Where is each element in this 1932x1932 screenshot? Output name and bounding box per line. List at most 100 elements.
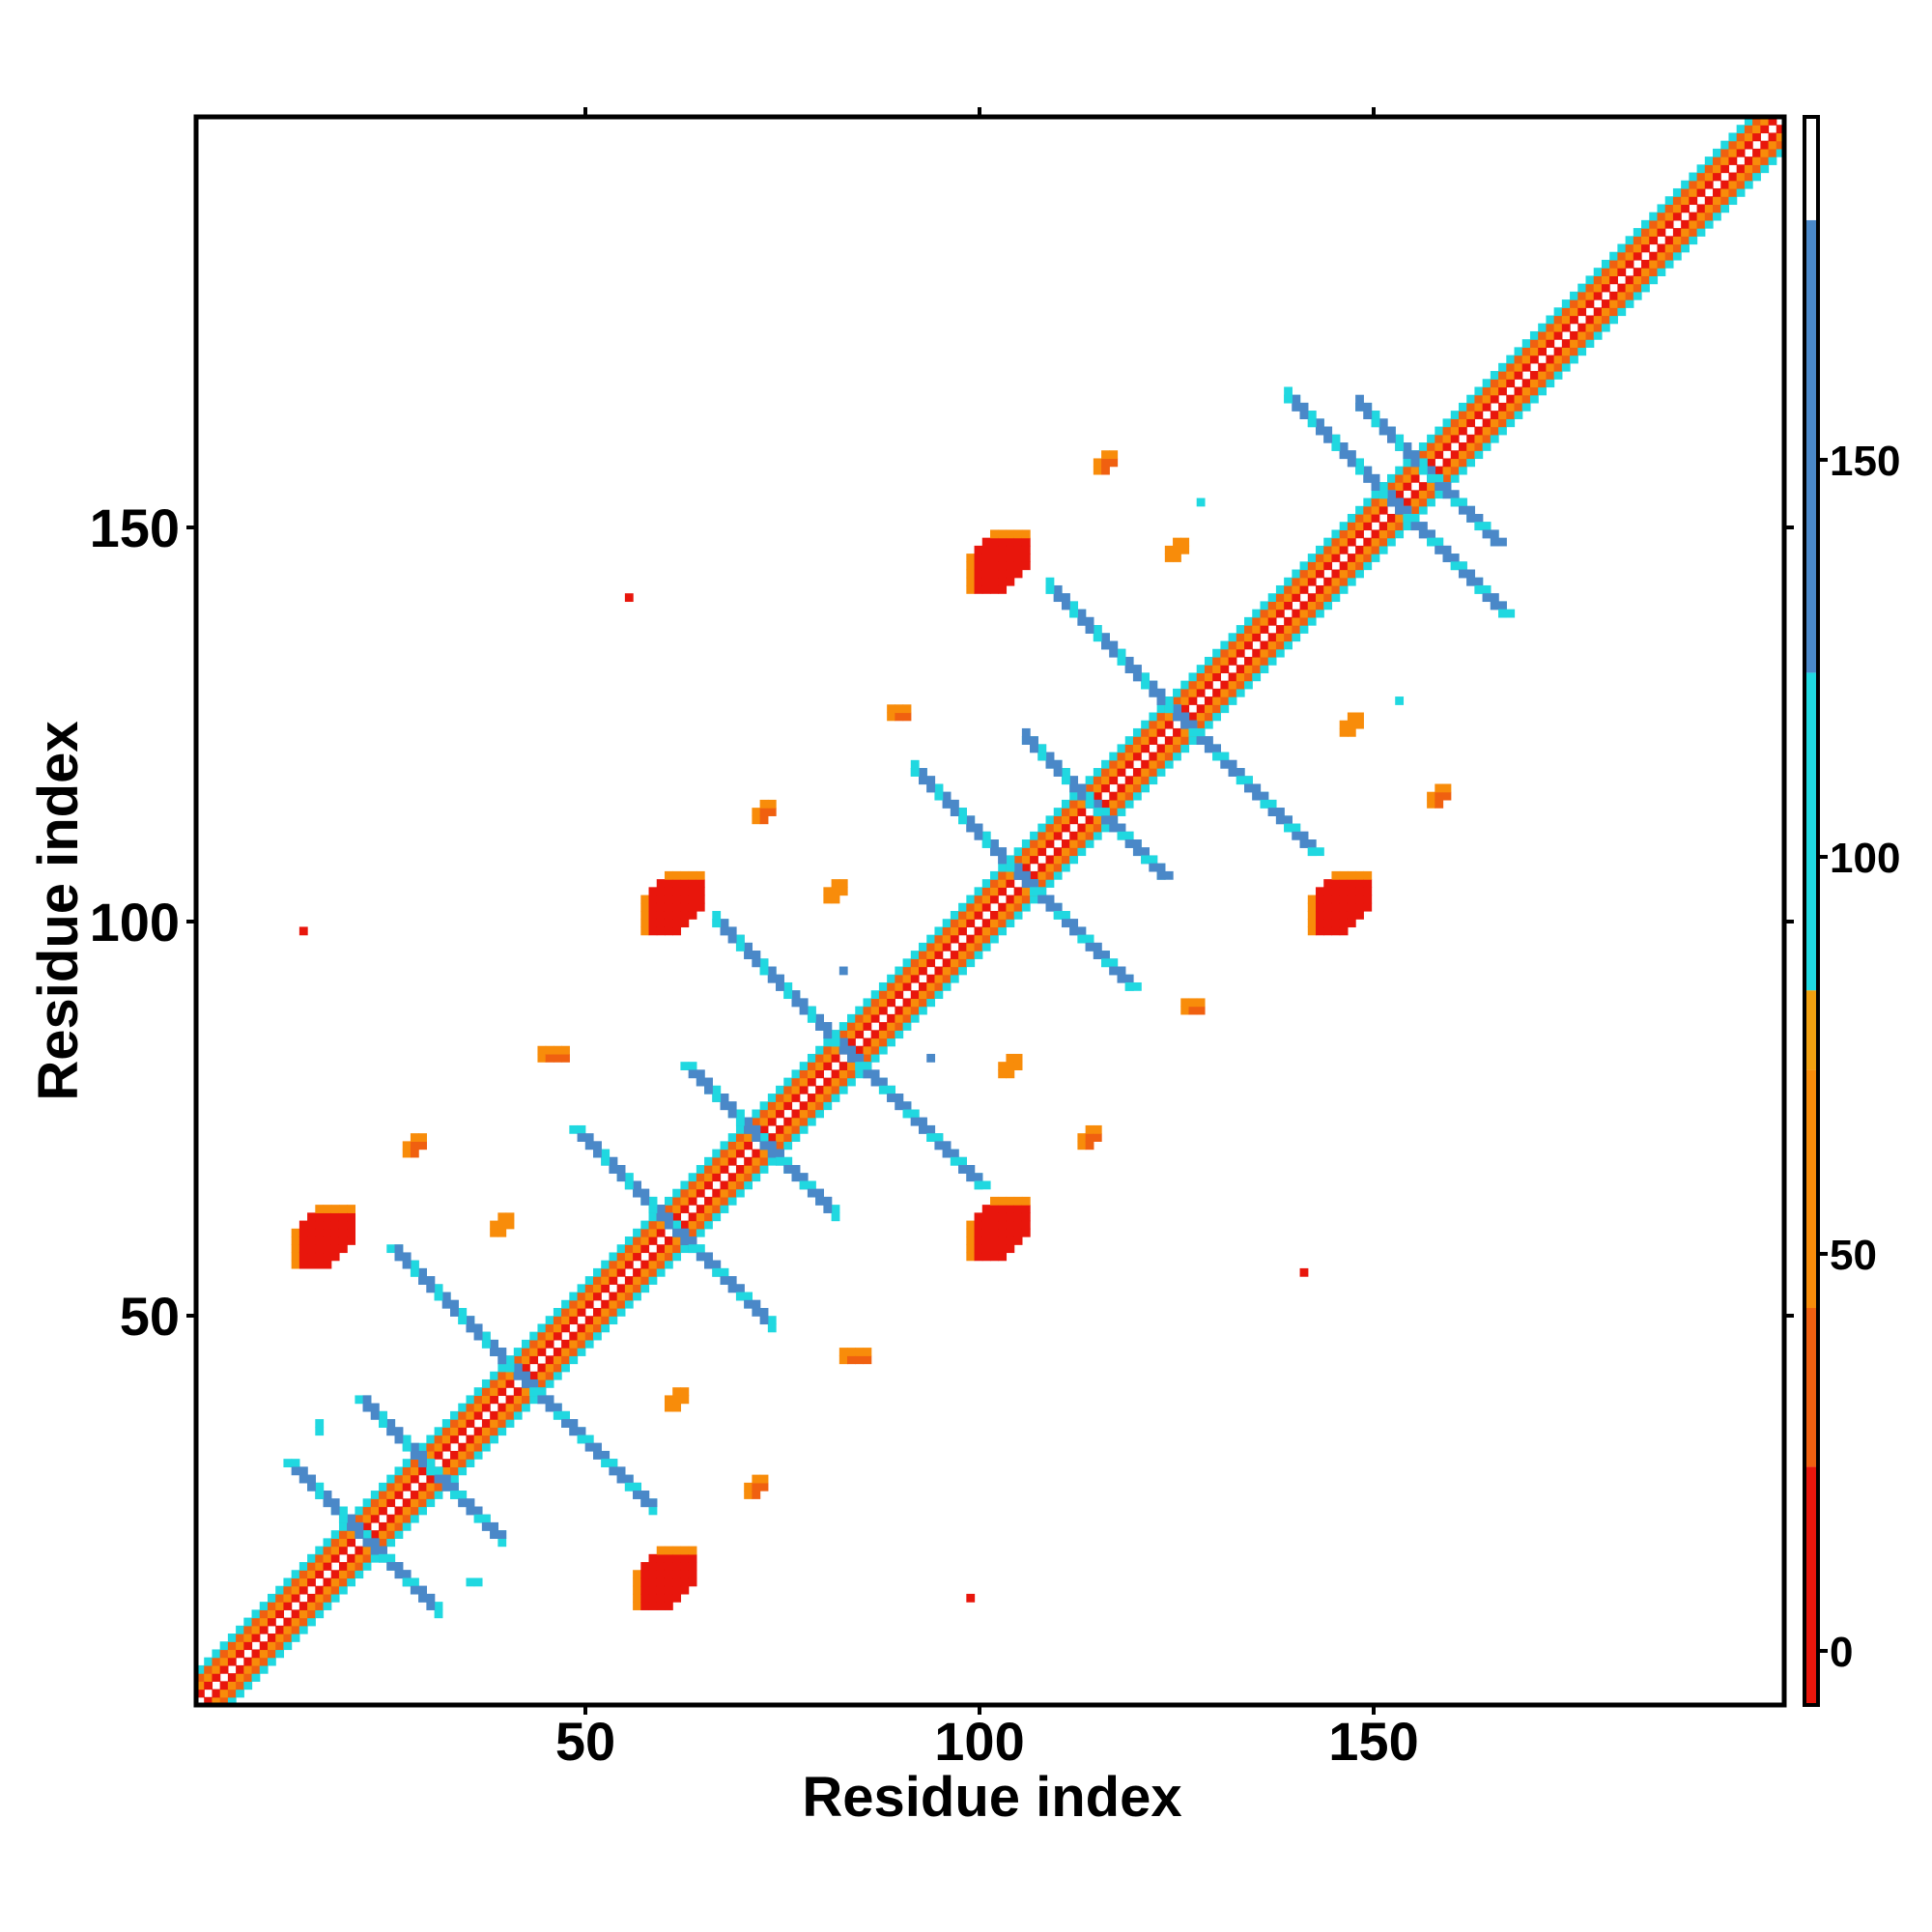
diagonal-cell <box>553 1331 562 1341</box>
diagonal-cell <box>878 1030 888 1039</box>
diagonal-cell <box>1681 236 1690 245</box>
diagonal-cell <box>283 1593 293 1603</box>
contact-cell <box>838 966 848 976</box>
contact-cell <box>640 1577 650 1587</box>
diagonal-cell <box>910 1006 920 1015</box>
diagonal-cell <box>259 1625 269 1634</box>
diagonal-cell <box>394 1506 404 1516</box>
diagonal-cell <box>950 958 959 968</box>
sheet-cell <box>981 839 991 848</box>
sheet-cell <box>680 1236 690 1245</box>
diagonal-cell <box>656 1244 666 1254</box>
diagonal-cell <box>1188 680 1198 690</box>
diagonal-cell <box>1529 371 1539 380</box>
diagonal-cell <box>672 1188 682 1198</box>
diagonal-cell <box>1141 744 1150 753</box>
sheet-cell <box>402 1260 412 1269</box>
diagonal-cell <box>537 1371 547 1380</box>
diagonal-cell <box>895 981 904 991</box>
diagonal-cell <box>1617 283 1627 293</box>
sheet-cell <box>1030 879 1038 888</box>
diagonal-cell <box>1442 442 1452 451</box>
diagonal-cell <box>1212 704 1221 714</box>
diagonal-cell <box>1752 117 1761 126</box>
sheet-cell <box>529 1378 539 1388</box>
diagonal-cell <box>1450 426 1460 436</box>
diagonal-cell <box>1132 791 1142 801</box>
diagonal-cell <box>1132 776 1142 785</box>
diagonal-cell <box>386 1482 396 1492</box>
contact-cell <box>1077 1133 1087 1142</box>
diagonal-cell <box>1713 156 1721 165</box>
diagonal-cell <box>720 1180 729 1190</box>
diagonal-cell <box>1760 125 1770 134</box>
sheet-cell <box>1149 863 1158 872</box>
diagonal-cell <box>942 981 952 991</box>
diagonal-cell <box>1538 339 1547 348</box>
diagonal-cell <box>1037 847 1047 857</box>
diagonal-cell <box>624 1284 634 1293</box>
contact-cell <box>1021 1220 1031 1230</box>
contact-cell <box>648 1602 658 1610</box>
sheet-cell <box>712 911 722 920</box>
sheet-cell <box>752 951 761 959</box>
diagonal-cell <box>1760 156 1770 165</box>
diagonal-cell <box>998 863 1008 872</box>
contact-cell <box>664 870 673 880</box>
sheet-cell <box>815 1013 824 1023</box>
contact-cell <box>473 1577 483 1587</box>
diagonal-cell <box>1101 823 1110 833</box>
diagonal-cell <box>1267 609 1277 618</box>
diagonal-cell <box>1275 593 1285 603</box>
colorbar-label-100: 100 <box>1830 835 1900 882</box>
sheet-cell <box>680 1062 690 1070</box>
diagonal-cell <box>1672 243 1682 253</box>
contact-cell <box>315 1427 325 1436</box>
diagonal-cell <box>418 1498 427 1508</box>
diagonal-cell <box>1570 315 1578 325</box>
diagonal-cell <box>1657 204 1666 213</box>
diagonal-cell <box>593 1267 602 1277</box>
sheet-cell <box>584 1435 594 1444</box>
diagonal-cell <box>1156 720 1166 729</box>
diagonal-cell <box>386 1498 396 1508</box>
diagonal-cell <box>1553 362 1563 372</box>
diagonal-cell <box>902 1022 912 1031</box>
diagonal-cell <box>1339 569 1349 579</box>
contact-cell <box>1339 911 1349 920</box>
diagonal-cell <box>1260 625 1269 634</box>
contact-cell <box>680 1562 690 1571</box>
contact-cell <box>680 1546 690 1555</box>
diagonal-cell <box>418 1506 427 1516</box>
diagonal-cell <box>1109 759 1119 769</box>
diagonal-cell <box>441 1442 451 1452</box>
contact-cell <box>688 887 697 896</box>
sheet-cell <box>1069 601 1079 611</box>
diagonal-cell <box>1030 847 1038 857</box>
diagonal-cell <box>1307 616 1317 626</box>
diagonal-cell <box>1021 895 1031 904</box>
diagonal-cell <box>1363 561 1373 571</box>
diagonal-cell <box>934 974 944 983</box>
diagonal-cell <box>1236 680 1245 690</box>
diagonal-cell <box>1427 442 1435 451</box>
diagonal-cell <box>1609 251 1618 261</box>
diagonal-cell <box>505 1419 515 1428</box>
diagonal-cell <box>315 1593 325 1603</box>
diagonal-cell <box>1498 418 1507 428</box>
y-tick-label-150: 150 <box>90 497 180 558</box>
diagonal-cell <box>727 1196 737 1206</box>
diagonal-cell <box>1030 895 1038 904</box>
diagonal-cell <box>910 966 920 976</box>
sheet-cell <box>640 1188 650 1198</box>
diagonal-cell <box>823 1037 833 1047</box>
diagonal-cell <box>1260 665 1269 673</box>
sheet-cell <box>1061 593 1070 603</box>
sheet-cell <box>910 759 920 769</box>
diagonal-cell <box>1316 609 1324 618</box>
diagonal-cell <box>1267 593 1277 603</box>
sheet-cell <box>1418 522 1428 531</box>
diagonal-cell <box>958 902 967 912</box>
diagonal-cell <box>776 1109 784 1119</box>
diagonal-cell <box>426 1491 436 1499</box>
